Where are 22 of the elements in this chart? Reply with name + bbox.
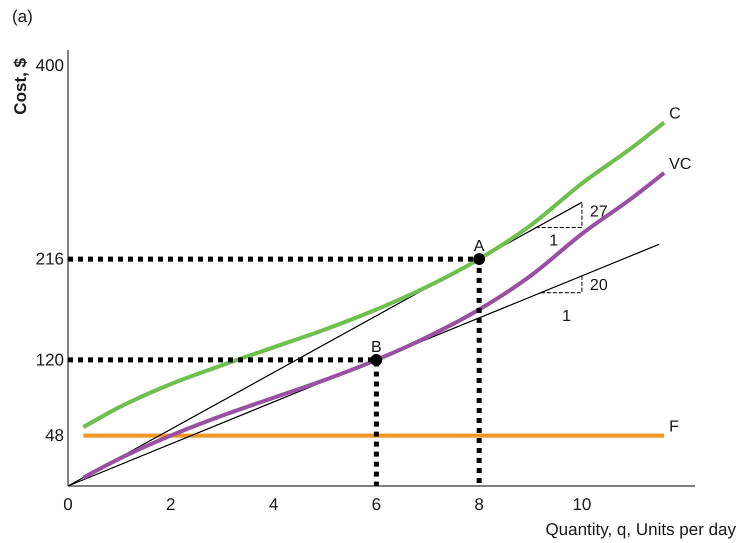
y-tick-label: 400 [36, 56, 64, 76]
annotation: B [371, 338, 382, 356]
y-axis-title: Cost, $ [11, 57, 30, 115]
annotation: A [474, 238, 485, 256]
x-tick-label: 0 [63, 495, 73, 514]
y-tick-label: 48 [45, 426, 64, 446]
x-tick-label: 10 [572, 495, 592, 514]
series-label: C [669, 105, 681, 122]
x-tick-label: 8 [474, 495, 484, 514]
x-tick-label: 2 [166, 495, 176, 514]
series-label: F [669, 418, 680, 436]
chart-title: (a) [12, 7, 33, 26]
y-tick-label: 216 [36, 250, 64, 269]
annotation: 1 [549, 232, 558, 250]
annotation: 27 [590, 203, 608, 220]
x-tick-label: 4 [268, 495, 278, 514]
series-label: VC [669, 156, 692, 173]
x-axis-title: Quantity, q, Units per day [545, 520, 736, 539]
y-tick-label: 120 [36, 350, 64, 370]
annotation: 20 [590, 276, 608, 294]
annotation: 1 [562, 308, 572, 326]
x-tick-label: 6 [372, 495, 382, 514]
